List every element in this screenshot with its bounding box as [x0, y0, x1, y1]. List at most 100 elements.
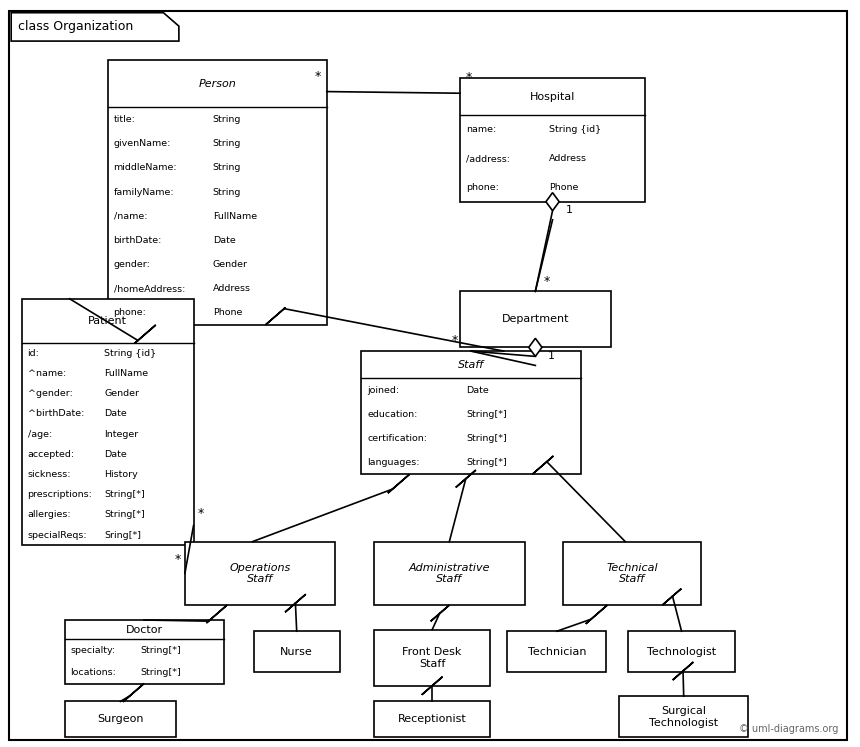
Text: String[*]: String[*]: [141, 668, 181, 677]
Text: Gender: Gender: [212, 260, 248, 269]
Text: familyName:: familyName:: [114, 187, 174, 196]
Text: middleName:: middleName:: [114, 164, 177, 173]
Text: String: String: [212, 115, 241, 124]
FancyBboxPatch shape: [563, 542, 701, 605]
Text: id:: id:: [28, 349, 40, 358]
Text: Department: Department: [501, 314, 569, 324]
Text: String {id}: String {id}: [549, 125, 601, 134]
Text: String: String: [212, 139, 241, 148]
Text: specialty:: specialty:: [71, 645, 115, 654]
Text: Operations
Staff: Operations Staff: [230, 562, 291, 584]
FancyBboxPatch shape: [628, 631, 735, 672]
Text: Phone: Phone: [549, 183, 578, 192]
Text: name:: name:: [466, 125, 496, 134]
Text: *: *: [175, 553, 181, 566]
Text: FullName: FullName: [104, 369, 148, 378]
Text: ^name:: ^name:: [28, 369, 65, 378]
Text: Staff: Staff: [458, 359, 484, 370]
Polygon shape: [673, 662, 693, 680]
Text: *: *: [315, 69, 322, 83]
Text: History: History: [104, 470, 138, 479]
Text: phone:: phone:: [114, 309, 146, 317]
Text: birthDate:: birthDate:: [114, 236, 162, 245]
Polygon shape: [586, 605, 607, 624]
FancyBboxPatch shape: [108, 60, 327, 325]
Text: String[*]: String[*]: [141, 645, 181, 654]
Text: String[*]: String[*]: [466, 410, 507, 419]
Text: 1: 1: [566, 205, 573, 215]
Polygon shape: [532, 456, 554, 474]
Text: Date: Date: [212, 236, 236, 245]
Text: String: String: [212, 164, 241, 173]
FancyBboxPatch shape: [64, 620, 224, 684]
Text: /homeAddress:: /homeAddress:: [114, 284, 185, 294]
Text: String {id}: String {id}: [104, 349, 157, 358]
Text: Address: Address: [549, 154, 587, 163]
Text: Person: Person: [199, 78, 236, 89]
Polygon shape: [388, 474, 409, 493]
Text: sickness:: sickness:: [28, 470, 71, 479]
Polygon shape: [456, 470, 476, 488]
Text: Hospital: Hospital: [530, 92, 575, 102]
Text: Nurse: Nurse: [280, 647, 313, 657]
Text: locations:: locations:: [71, 668, 116, 677]
FancyBboxPatch shape: [9, 11, 847, 740]
Text: /age:: /age:: [28, 430, 52, 438]
FancyBboxPatch shape: [460, 78, 645, 202]
Text: Doctor: Doctor: [126, 624, 163, 634]
Polygon shape: [206, 605, 227, 623]
Text: Administrative
Staff: Administrative Staff: [408, 562, 490, 584]
FancyBboxPatch shape: [460, 291, 611, 347]
Text: Gender: Gender: [104, 389, 139, 398]
Polygon shape: [546, 193, 559, 211]
Text: prescriptions:: prescriptions:: [28, 490, 92, 499]
Polygon shape: [529, 338, 542, 356]
Polygon shape: [285, 594, 306, 613]
FancyBboxPatch shape: [64, 701, 176, 737]
Text: FullName: FullName: [212, 211, 257, 220]
Text: joined:: joined:: [367, 385, 399, 394]
FancyBboxPatch shape: [361, 351, 580, 474]
Text: *: *: [452, 335, 458, 347]
FancyBboxPatch shape: [22, 299, 194, 545]
Text: Technical
Staff: Technical Staff: [606, 562, 658, 584]
FancyBboxPatch shape: [507, 631, 606, 672]
Text: *: *: [544, 275, 550, 288]
Text: ^birthDate:: ^birthDate:: [28, 409, 84, 418]
Text: *: *: [465, 71, 472, 84]
Text: class Organization: class Organization: [18, 20, 133, 34]
Text: Surgeon: Surgeon: [97, 714, 144, 725]
Text: /address:: /address:: [466, 154, 510, 163]
FancyBboxPatch shape: [254, 631, 340, 672]
Text: Receptionist: Receptionist: [398, 714, 466, 725]
Polygon shape: [431, 605, 449, 622]
Polygon shape: [266, 308, 286, 325]
Text: Front Desk
Staff: Front Desk Staff: [402, 647, 462, 669]
FancyBboxPatch shape: [374, 701, 490, 737]
Text: languages:: languages:: [367, 458, 420, 467]
Text: Phone: Phone: [212, 309, 243, 317]
Text: gender:: gender:: [114, 260, 150, 269]
Text: 1: 1: [549, 351, 556, 361]
Text: String[*]: String[*]: [104, 510, 144, 519]
Polygon shape: [662, 589, 681, 605]
FancyBboxPatch shape: [374, 630, 490, 686]
Text: Surgical
Technologist: Surgical Technologist: [649, 706, 718, 728]
Text: String[*]: String[*]: [466, 458, 507, 467]
Polygon shape: [421, 677, 443, 695]
Text: ^gender:: ^gender:: [28, 389, 72, 398]
FancyBboxPatch shape: [619, 696, 748, 737]
Polygon shape: [123, 684, 144, 702]
Text: Technologist: Technologist: [647, 647, 716, 657]
Text: © uml-diagrams.org: © uml-diagrams.org: [739, 724, 838, 734]
Text: Date: Date: [104, 409, 126, 418]
Polygon shape: [134, 325, 156, 344]
Text: education:: education:: [367, 410, 418, 419]
Text: title:: title:: [114, 115, 135, 124]
Text: String[*]: String[*]: [466, 434, 507, 443]
Text: Patient: Patient: [88, 316, 127, 326]
Text: Integer: Integer: [104, 430, 138, 438]
Text: Date: Date: [104, 450, 126, 459]
Text: certification:: certification:: [367, 434, 427, 443]
FancyBboxPatch shape: [374, 542, 525, 605]
